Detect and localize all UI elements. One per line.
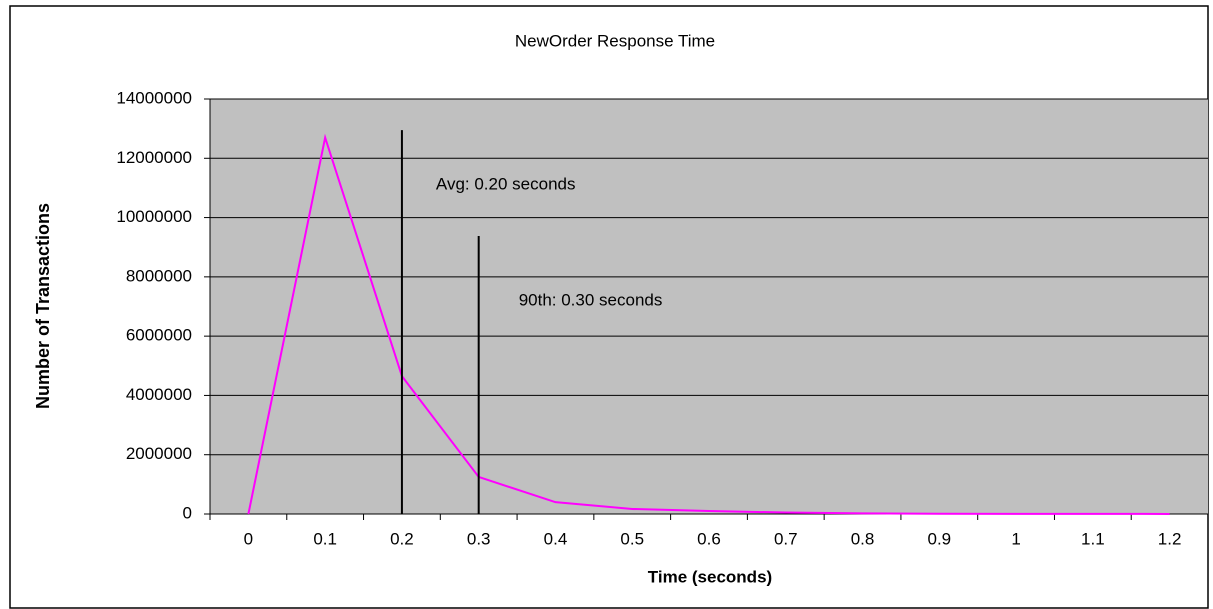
y-tick-label: 4000000: [126, 385, 192, 404]
x-tick-label: 0.6: [697, 529, 721, 548]
annotation: Avg: 0.20 seconds: [436, 175, 576, 194]
chart-title: NewOrder Response Time: [515, 31, 715, 50]
x-tick-label: 0.9: [927, 529, 951, 548]
y-tick-label: 2000000: [126, 444, 192, 463]
plot-area: [210, 99, 1208, 514]
x-axis-label: Time (seconds): [648, 567, 772, 586]
y-tick-label: 8000000: [126, 266, 192, 285]
x-tick-label: 0.1: [313, 529, 337, 548]
x-tick-label: 0.8: [851, 529, 875, 548]
x-tick-label: 1.1: [1081, 529, 1105, 548]
y-tick-label: 0: [183, 503, 192, 522]
x-tick-label: 0: [244, 529, 253, 548]
x-tick-label: 0.7: [774, 529, 798, 548]
annotation: 90th: 0.30 seconds: [519, 290, 663, 309]
y-tick-label: 12000000: [116, 148, 192, 167]
x-tick-label: 1.2: [1158, 529, 1182, 548]
y-tick-label: 14000000: [116, 88, 192, 107]
y-axis-label: Number of Transactions: [33, 203, 53, 409]
x-tick-label: 1: [1011, 529, 1020, 548]
x-tick-label: 0.5: [620, 529, 644, 548]
y-tick-label: 6000000: [126, 326, 192, 345]
y-tick-label: 10000000: [116, 207, 192, 226]
x-tick-label: 0.4: [544, 529, 568, 548]
x-tick-label: 0.2: [390, 529, 414, 548]
x-tick-label: 0.3: [467, 529, 491, 548]
